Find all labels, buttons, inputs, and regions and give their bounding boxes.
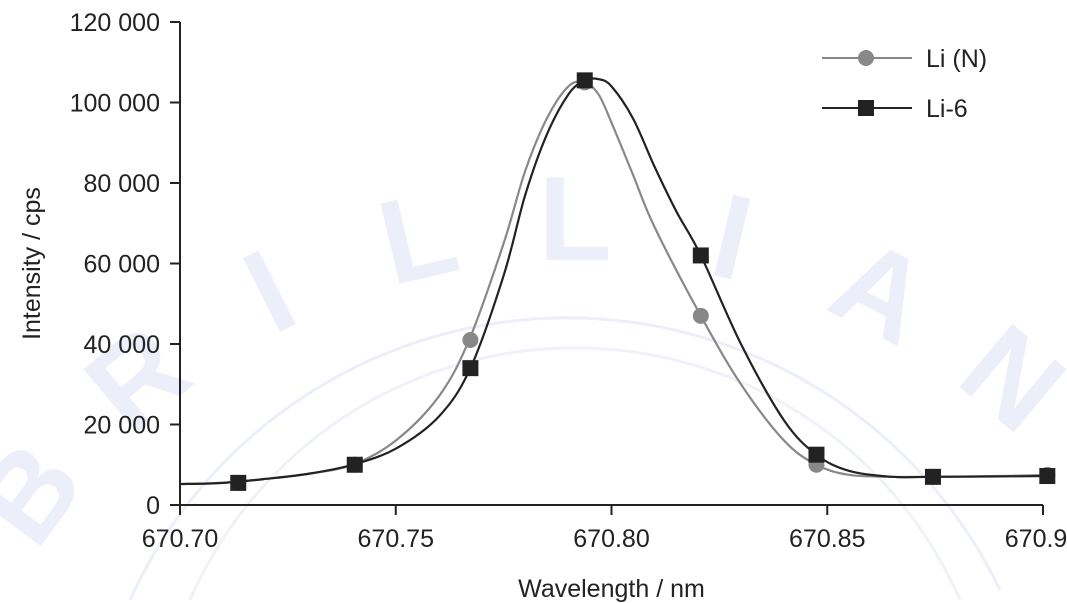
y-tick-label: 40 000 [84, 331, 160, 359]
data-point [346, 456, 363, 473]
data-point [462, 331, 479, 348]
x-tick-label: 670.90 [1005, 525, 1067, 553]
x-tick-label: 670.80 [573, 525, 649, 553]
y-tick-label: 0 [146, 492, 160, 520]
legend-label: Li-6 [926, 95, 968, 123]
y-axis-title: Intensity / cps [18, 187, 46, 340]
data-point [692, 307, 709, 324]
watermark-letter: A [812, 212, 950, 371]
series-li-6 [179, 77, 1052, 486]
data-point [808, 446, 825, 463]
watermark-letter: I [224, 224, 314, 359]
legend-label: Li (N) [926, 45, 987, 73]
watermark-letter: L [367, 164, 469, 311]
x-tick-label: 670.70 [142, 525, 218, 553]
legend-marker [858, 100, 874, 116]
watermark-letter: L [538, 152, 611, 286]
ticks: 670.70 670.75 670.80 670.85 670.90 0 20 000 40 … [70, 9, 1067, 553]
y-tick-label: 20 000 [84, 412, 160, 440]
legend-marker [858, 50, 874, 66]
series-layer [179, 72, 1056, 491]
data-point [1039, 468, 1056, 485]
data-point [576, 72, 593, 89]
legend: Li (N) Li-6 [822, 45, 987, 123]
y-tick-label: 60 000 [84, 251, 160, 279]
data-point [692, 247, 709, 264]
watermark-letter: B [0, 419, 108, 569]
data-point [924, 468, 941, 485]
data-point [462, 360, 479, 377]
x-tick-label: 670.85 [789, 525, 865, 553]
y-tick-label: 80 000 [84, 170, 160, 198]
watermark-letter: I [700, 168, 763, 306]
data-point [230, 474, 247, 491]
y-tick-label: 120 000 [70, 9, 160, 37]
y-tick-label: 100 000 [70, 90, 160, 118]
legend-item: Li-6 [822, 95, 968, 123]
legend-item: Li (N) [822, 45, 987, 73]
watermark-letter: N [936, 299, 1067, 457]
series-markers-li-6 [230, 72, 1056, 491]
series-line [179, 77, 1052, 486]
x-tick-label: 670.75 [358, 525, 434, 553]
x-axis-title: Wavelength / nm [518, 575, 705, 603]
